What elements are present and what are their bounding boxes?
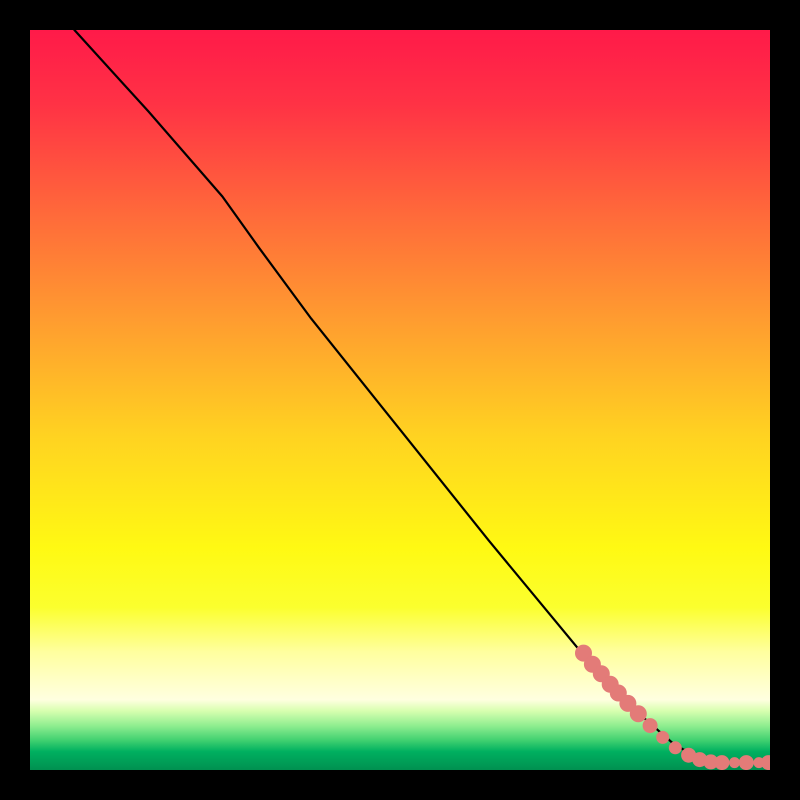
- data-marker: [669, 742, 681, 754]
- data-marker: [715, 756, 729, 770]
- frame-left: [0, 0, 30, 800]
- data-marker: [643, 719, 657, 733]
- frame-right: [770, 0, 800, 800]
- data-marker: [730, 758, 740, 768]
- frame-top: [0, 0, 800, 30]
- gradient-background: [30, 30, 770, 770]
- data-marker: [657, 731, 669, 743]
- data-marker: [630, 706, 646, 722]
- frame-bottom: [0, 770, 800, 800]
- data-marker: [739, 756, 753, 770]
- plot-area: [0, 0, 800, 800]
